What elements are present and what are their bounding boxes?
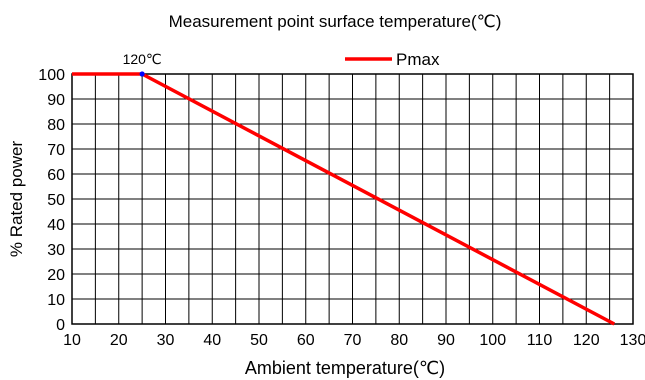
y-tick-label: 70	[47, 142, 65, 159]
x-tick-label: 20	[110, 332, 128, 349]
y-tick-label: 50	[47, 192, 65, 209]
x-tick-label: 30	[157, 332, 175, 349]
x-tick-label: 60	[297, 332, 315, 349]
y-tick-label: 0	[56, 317, 65, 334]
x-tick-label: 70	[344, 332, 362, 349]
x-tick-label: 10	[63, 332, 81, 349]
x-axis-ticks: 10 20 30 40 50 60 70 80 90 100 110 120 130	[63, 332, 645, 349]
annotation-layer: 120℃	[123, 51, 162, 77]
y-axis-label: % Rated power	[7, 141, 26, 258]
annotation-label: 120℃	[123, 51, 162, 67]
y-tick-label: 30	[47, 242, 65, 259]
legend: Pmax	[345, 50, 440, 69]
y-tick-label: 60	[47, 167, 65, 184]
x-tick-label: 50	[250, 332, 268, 349]
x-axis-label: Ambient temperature(℃)	[245, 358, 445, 378]
y-axis-ticks: 0 10 20 30 40 50 60 70 80 90 100	[38, 67, 65, 334]
x-tick-label: 90	[437, 332, 455, 349]
y-tick-label: 100	[38, 67, 65, 84]
grid-lines	[72, 74, 633, 324]
chart-title: Measurement point surface temperature(℃)	[169, 12, 502, 31]
y-tick-label: 90	[47, 92, 65, 109]
x-tick-label: 100	[479, 332, 506, 349]
plot-frame	[71, 73, 634, 325]
x-tick-label: 40	[203, 332, 221, 349]
y-tick-label: 20	[47, 267, 65, 284]
y-tick-label: 40	[47, 217, 65, 234]
x-tick-label: 120	[573, 332, 600, 349]
y-tick-label: 10	[47, 292, 65, 309]
y-tick-label: 80	[47, 117, 65, 134]
legend-label-pmax: Pmax	[396, 50, 440, 69]
x-tick-label: 130	[620, 332, 645, 349]
x-tick-label: 110	[527, 332, 553, 349]
x-tick-label: 80	[390, 332, 408, 349]
annotation-marker	[139, 71, 145, 77]
